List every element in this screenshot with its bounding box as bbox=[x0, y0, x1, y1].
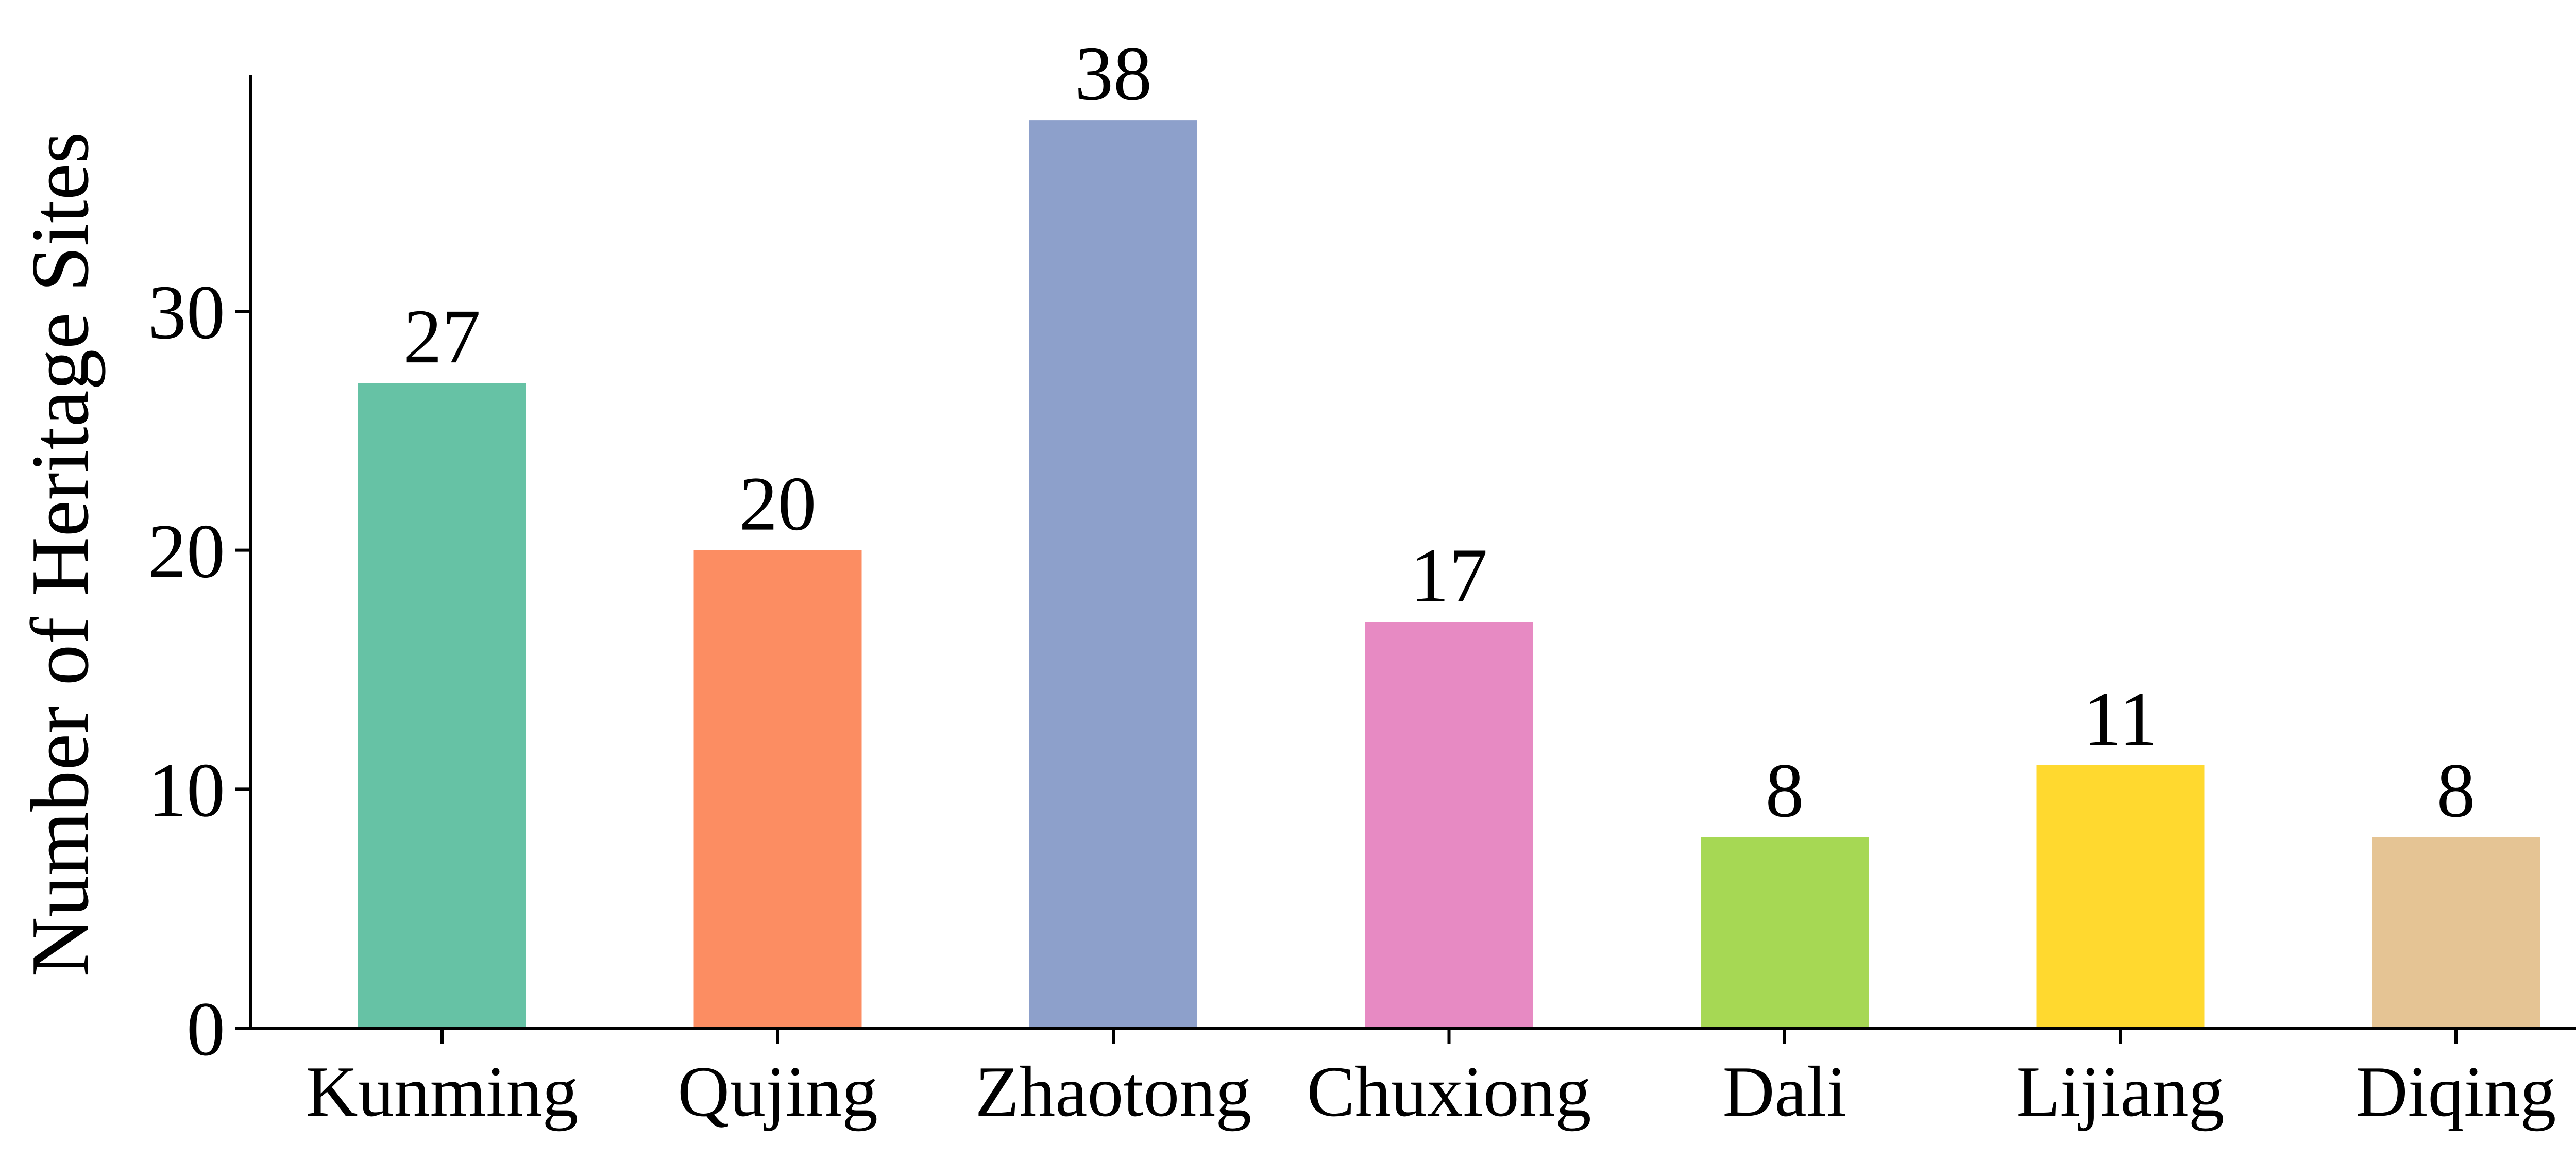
value-labels-layer: 27 20 38 17 8 11 8 bbox=[403, 31, 2476, 833]
y-tick-label-10: 10 bbox=[148, 747, 225, 833]
x-ticks-layer: Kunming Qujing Zhaotong Chuxiong Dali Lijiang… bbox=[306, 1028, 2556, 1132]
value-label-zhaotong: 38 bbox=[1075, 31, 1152, 116]
y-tick-label-20: 20 bbox=[148, 509, 225, 594]
value-label-dali: 8 bbox=[1766, 748, 1804, 833]
bar-dali bbox=[1701, 837, 1869, 1028]
bar-diqing bbox=[2372, 837, 2540, 1028]
x-tick-label-dali: Dali bbox=[1722, 1052, 1846, 1132]
value-label-qujing: 20 bbox=[739, 461, 817, 547]
value-label-diqing: 8 bbox=[2437, 748, 2476, 833]
bar-zhaotong bbox=[1029, 120, 1197, 1029]
value-label-lijiang: 11 bbox=[2083, 676, 2157, 762]
x-tick-label-zhaotong: Zhaotong bbox=[975, 1052, 1252, 1132]
y-ticks-layer: 0 10 20 30 bbox=[148, 270, 251, 1072]
x-tick-label-chuxiong: Chuxiong bbox=[1307, 1052, 1591, 1132]
bar-kunming bbox=[358, 383, 526, 1028]
bar-qujing bbox=[693, 550, 862, 1028]
x-tick-label-diqing: Diqing bbox=[2356, 1052, 2556, 1132]
bar-chuxiong bbox=[1365, 622, 1533, 1028]
x-tick-label-lijiang: Lijiang bbox=[2016, 1052, 2224, 1132]
bar-lijiang bbox=[2036, 765, 2205, 1028]
value-label-kunming: 27 bbox=[403, 294, 481, 379]
y-tick-label-0: 0 bbox=[187, 986, 225, 1072]
bars-layer bbox=[358, 120, 2540, 1029]
y-tick-label-30: 30 bbox=[148, 270, 225, 355]
value-label-chuxiong: 17 bbox=[1411, 533, 1488, 618]
y-axis-title: Number of Heritage Sites bbox=[14, 131, 106, 977]
x-tick-label-qujing: Qujing bbox=[677, 1052, 878, 1132]
x-tick-label-kunming: Kunming bbox=[306, 1052, 579, 1132]
